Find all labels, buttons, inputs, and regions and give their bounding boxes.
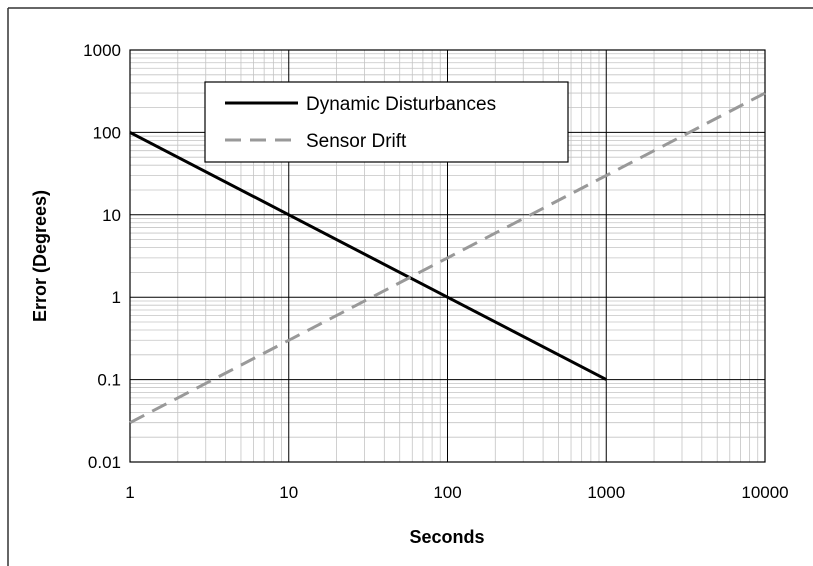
y-tick-label: 0.01 bbox=[88, 453, 121, 472]
y-tick-label: 10 bbox=[102, 206, 121, 225]
y-tick-label: 1000 bbox=[83, 41, 121, 60]
x-tick-label: 10000 bbox=[741, 483, 788, 502]
legend: Dynamic Disturbances Sensor Drift bbox=[204, 81, 569, 163]
legend-box bbox=[204, 81, 569, 163]
y-tick-label: 0.1 bbox=[97, 371, 121, 390]
x-tick-label: 1 bbox=[125, 483, 134, 502]
series-line-dynamic-disturbances bbox=[129, 131, 607, 381]
plot-area-border bbox=[129, 49, 766, 463]
legend-label-dynamic-disturbances: Dynamic Disturbances bbox=[306, 94, 496, 115]
y-tick-label: 100 bbox=[93, 123, 121, 142]
legend-label-sensor-drift: Sensor Drift bbox=[306, 131, 407, 152]
x-tick-label: 100 bbox=[433, 483, 461, 502]
x-tick-label: 1000 bbox=[587, 483, 625, 502]
x-tick-labels: 1 10 100 1000 10000 bbox=[125, 483, 788, 502]
y-axis-title: Error (Degrees) bbox=[30, 190, 50, 322]
y-tick-label: 1 bbox=[112, 288, 121, 307]
y-tick-labels: 0.01 0.1 1 10 100 1000 bbox=[83, 41, 121, 472]
x-tick-label: 10 bbox=[279, 483, 298, 502]
series-layer bbox=[129, 91, 766, 425]
x-axis-title: Seconds bbox=[409, 527, 484, 547]
